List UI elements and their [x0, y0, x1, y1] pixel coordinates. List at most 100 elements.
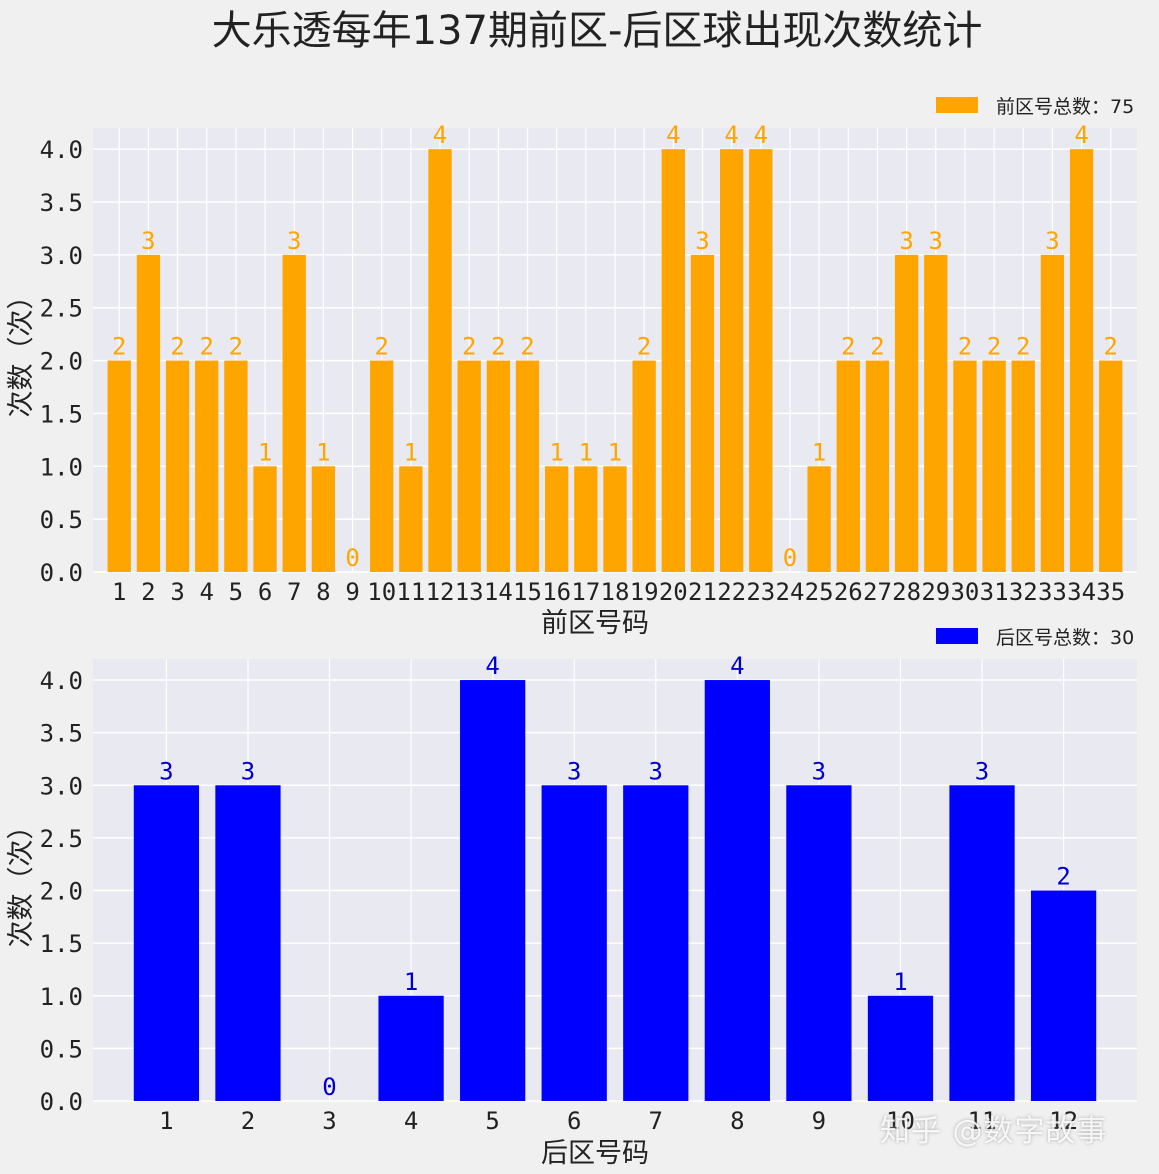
bar-7	[282, 254, 306, 572]
x-tick-label: 16	[542, 578, 571, 606]
bar-8	[311, 466, 336, 572]
x-tick-label: 6	[258, 578, 272, 606]
bar-23	[749, 149, 773, 572]
bar-34	[1069, 149, 1094, 572]
y-tick-label: 2.5	[40, 825, 83, 853]
x-tick-label: 12	[426, 578, 455, 606]
x-tick-label: 6	[567, 1107, 581, 1135]
x-tick-label: 8	[316, 578, 330, 606]
x-tick-label: 29	[921, 578, 950, 606]
bar-value-label: 3	[812, 757, 826, 785]
y-tick-label: 1.0	[40, 453, 83, 481]
bar-value-label: 1	[579, 438, 593, 466]
bar-1	[107, 360, 131, 572]
legend-swatch	[936, 628, 978, 644]
bar-26	[836, 360, 860, 572]
x-tick-label: 3	[170, 578, 184, 606]
bar-value-label: 3	[899, 227, 913, 255]
bar-12	[1030, 890, 1097, 1101]
y-tick-label: 1.5	[40, 930, 83, 958]
bar-value-label: 2	[462, 333, 476, 361]
bar-value-label: 2	[1016, 333, 1030, 361]
bar-value-label: 2	[170, 333, 184, 361]
y-tick-label: 1.5	[40, 400, 83, 428]
x-tick-label: 20	[659, 578, 688, 606]
front-zone-chart: 0.00.51.01.52.02.53.03.54.02132232425163…	[6, 96, 1137, 639]
bar-3	[165, 360, 190, 572]
bar-20	[661, 149, 685, 572]
x-tick-label: 1	[112, 578, 126, 606]
bar-value-label: 3	[695, 227, 709, 255]
bar-value-label: 2	[958, 333, 972, 361]
x-tick-label: 5	[485, 1107, 499, 1135]
bar-7	[623, 785, 689, 1101]
y-tick-label: 4.0	[40, 136, 83, 164]
bar-5	[224, 360, 248, 572]
bar-value-label: 2	[870, 333, 884, 361]
bar-value-label: 2	[229, 333, 243, 361]
bar-value-label: 1	[812, 438, 826, 466]
x-tick-label: 31	[980, 578, 1009, 606]
bar-value-label: 4	[1074, 121, 1088, 149]
bar-17	[574, 466, 598, 572]
bar-value-label: 4	[730, 652, 744, 680]
bar-value-label: 0	[783, 544, 797, 572]
bar-8	[704, 680, 770, 1101]
bar-value-label: 4	[433, 121, 447, 149]
bar-value-label: 3	[929, 227, 943, 255]
bar-15	[515, 360, 540, 572]
bar-value-label: 2	[1104, 333, 1118, 361]
y-tick-label: 3.5	[40, 720, 83, 748]
bar-value-label: 1	[549, 438, 563, 466]
x-tick-label: 26	[834, 578, 863, 606]
bar-11	[399, 466, 423, 572]
x-tick-label: 9	[812, 1107, 826, 1135]
bar-13	[457, 360, 481, 572]
x-tick-label: 17	[571, 578, 600, 606]
x-tick-label: 32	[1009, 578, 1038, 606]
x-tick-label: 19	[630, 578, 659, 606]
x-tick-label: 34	[1067, 578, 1096, 606]
bar-value-label: 3	[1045, 227, 1059, 255]
bar-value-label: 2	[491, 333, 505, 361]
x-tick-label: 4	[404, 1107, 418, 1135]
bar-2	[215, 785, 281, 1101]
bar-value-label: 3	[141, 227, 155, 255]
bar-33	[1040, 254, 1065, 572]
x-tick-label: 23	[746, 578, 775, 606]
x-tick-label: 2	[141, 578, 155, 606]
y-tick-label: 0.0	[40, 1088, 83, 1116]
chart-title: 大乐透每年137期前区-后区球出现次数统计	[212, 8, 983, 54]
x-tick-label: 3	[322, 1107, 336, 1135]
bar-32	[1011, 360, 1035, 572]
bar-value-label: 0	[345, 544, 359, 572]
bar-value-label: 4	[485, 652, 499, 680]
bar-value-label: 1	[893, 968, 907, 996]
bar-30	[953, 360, 977, 572]
y-tick-label: 3.0	[40, 242, 83, 270]
x-tick-label: 33	[1038, 578, 1067, 606]
y-tick-label: 2.0	[40, 348, 83, 376]
bar-value-label: 1	[404, 968, 418, 996]
x-tick-label: 35	[1096, 578, 1125, 606]
x-axis-label: 前区号码	[541, 608, 649, 639]
bar-2	[136, 254, 161, 572]
x-tick-label: 10	[886, 1107, 915, 1135]
bar-29	[924, 254, 948, 572]
bar-35	[1099, 360, 1123, 572]
bar-value-label: 2	[200, 333, 214, 361]
bar-value-label: 2	[520, 333, 534, 361]
x-tick-label: 22	[717, 578, 746, 606]
x-tick-label: 30	[950, 578, 979, 606]
y-tick-label: 2.0	[40, 878, 83, 906]
x-tick-label: 4	[200, 578, 214, 606]
legend-swatch	[936, 97, 978, 113]
y-tick-label: 0.5	[40, 506, 83, 534]
bar-value-label: 4	[724, 121, 738, 149]
x-tick-label: 8	[730, 1107, 744, 1135]
bar-value-label: 4	[754, 121, 768, 149]
bar-value-label: 2	[374, 333, 388, 361]
bar-value-label: 3	[159, 757, 173, 785]
watermark: 知乎 @数字故事	[880, 1114, 1108, 1149]
bar-31	[982, 360, 1006, 572]
